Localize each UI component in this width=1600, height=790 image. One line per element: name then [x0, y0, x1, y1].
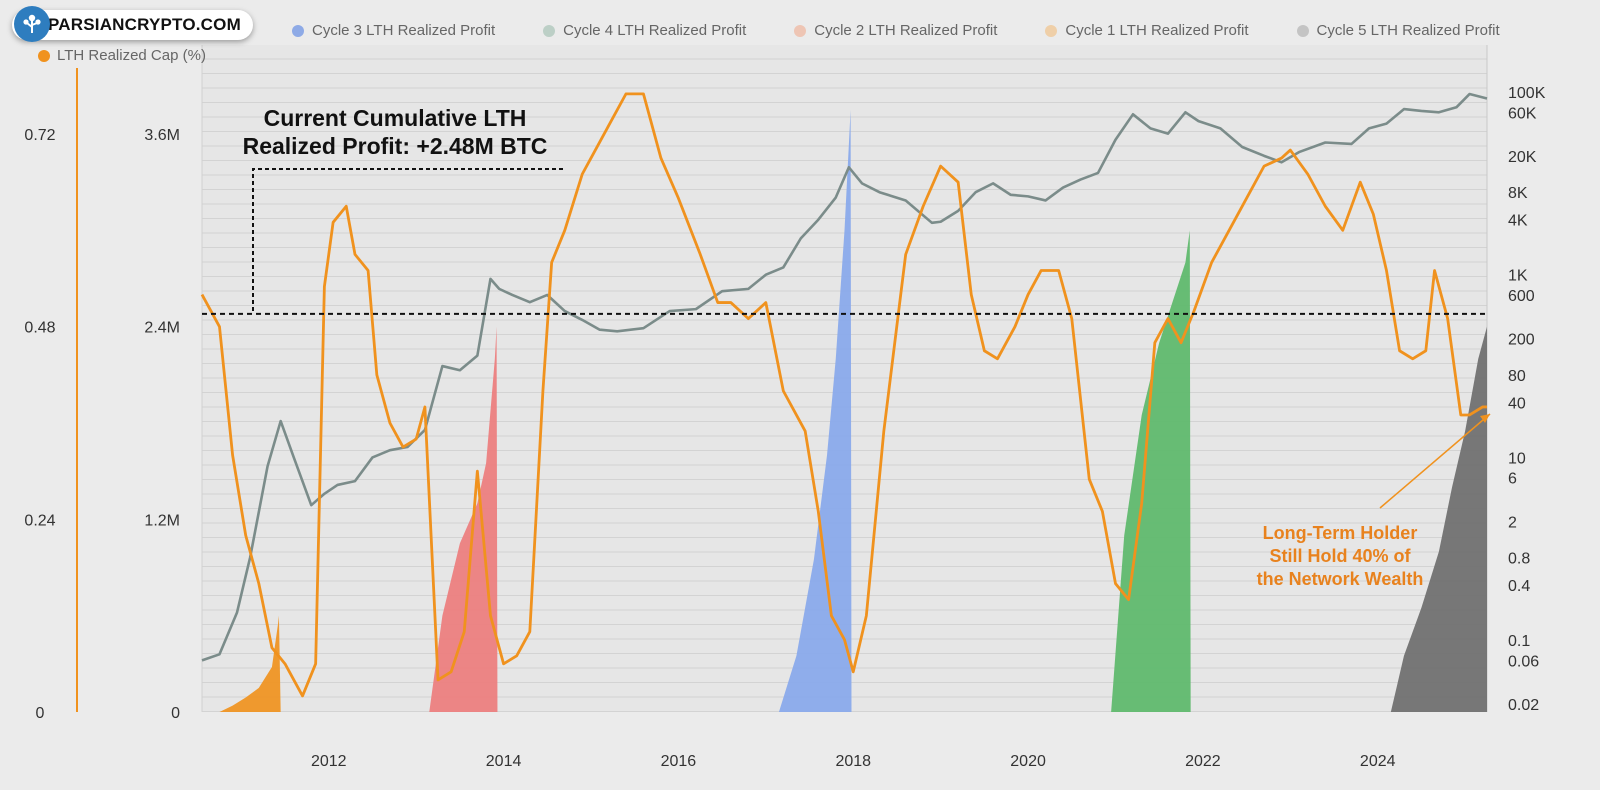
x-tick-year: 2024: [1360, 753, 1396, 770]
x-tick-year: 2018: [835, 753, 871, 770]
annotation-arrow: [1379, 413, 1491, 509]
y-tick-price: 200: [1508, 332, 1535, 349]
y-tick-price: 4K: [1508, 213, 1528, 230]
legend-item-realized-cap[interactable]: LTH Realized Cap (%): [38, 47, 206, 64]
area-cycle-5-lth-realized-profit: [1390, 326, 1487, 712]
y-tick-price: 0.8: [1508, 551, 1530, 568]
y-tick-cap: 0.24: [24, 512, 55, 529]
annotation-line: Current Cumulative LTH: [263, 105, 527, 131]
y-tick-price: 6: [1508, 471, 1517, 488]
legend: Cycle 3 LTH Realized Profit Cycle 4 LTH …: [292, 22, 1500, 39]
tree-icon: [14, 6, 50, 42]
y-tick-price: 0.02: [1508, 697, 1539, 714]
legend-item-cycle-3[interactable]: Cycle 3 LTH Realized Profit: [292, 22, 495, 39]
lth-wealth-annotation: Long-Term Holder Still Hold 40% of the N…: [1220, 522, 1460, 591]
arrow-head: [1480, 414, 1490, 423]
legend-item-cycle-5[interactable]: Cycle 5 LTH Realized Profit: [1296, 22, 1500, 39]
realized-cap-line: [200, 92, 1487, 698]
annotation-lines: [202, 168, 1491, 509]
x-tick-year: 2014: [486, 753, 522, 770]
y-tick-price: 80: [1508, 368, 1526, 385]
legend-item-cycle-1[interactable]: Cycle 1 LTH Realized Profit: [1045, 22, 1249, 39]
legend-swatch: [1296, 24, 1309, 37]
y-tick-price: 10: [1508, 450, 1526, 467]
annotation-line: Long-Term Holder: [1262, 523, 1418, 543]
legend-label: Cycle 4 LTH Realized Profit: [563, 22, 747, 39]
legend-label: Cycle 5 LTH Realized Profit: [1316, 22, 1500, 39]
y-tick-price: 100K: [1508, 85, 1546, 102]
x-tick-year: 2012: [311, 753, 347, 770]
y-tick-cap: 0: [36, 705, 45, 722]
axes: 0.72 0.48 0.24 0 3.6M 2.4M 1.2M 0 100K 60K 20K 8K 4K…: [24, 68, 1546, 770]
y-tick-price: 60K: [1508, 105, 1537, 122]
annotation-bracket: [252, 168, 563, 314]
series-lines: [200, 92, 1488, 698]
price-line: [201, 92, 1488, 662]
legend-swatch: [794, 24, 807, 37]
legend-label: Cycle 1 LTH Realized Profit: [1065, 22, 1249, 39]
legend-swatch: [38, 49, 50, 62]
y-tick-price: 0.06: [1508, 653, 1539, 670]
legend-label: LTH Realized Cap (%): [57, 47, 206, 64]
x-tick-year: 2022: [1185, 753, 1221, 770]
y-tick-price: 1K: [1508, 268, 1528, 285]
y-tick-price: 600: [1508, 288, 1535, 305]
y-tick-price: 20K: [1508, 149, 1537, 166]
legend-label: Cycle 3 LTH Realized Profit: [312, 22, 496, 39]
y-tick-price: 0.1: [1508, 633, 1530, 650]
x-tick-year: 2016: [661, 753, 697, 770]
y-tick-price: 40: [1508, 395, 1526, 412]
area-cycle-1-lth-realized-profit: [219, 615, 281, 712]
y-tick-profit: 0: [171, 705, 180, 722]
y-tick-price: 8K: [1508, 185, 1528, 202]
legend-swatch: [1045, 24, 1058, 37]
brand-badge: PARSIANCRYPTO.COM: [12, 6, 253, 42]
y-tick-profit: 3.6M: [144, 127, 180, 144]
annotation-line: Still Hold 40% of: [1269, 546, 1411, 566]
legend-swatch: [292, 24, 304, 37]
legend-item-cycle-2[interactable]: Cycle 2 LTH Realized Profit: [794, 22, 997, 39]
y-tick-price: 0.4: [1508, 578, 1530, 595]
annotation-line: Realized Profit: +2.48M BTC: [242, 133, 548, 159]
annotation-line: the Network Wealth: [1256, 569, 1424, 589]
y-tick-profit: 2.4M: [144, 320, 180, 337]
legend-item-cycle-4[interactable]: Cycle 4 LTH Realized Profit: [543, 22, 746, 39]
y-tick-cap: 0.72: [24, 127, 55, 144]
area-cycle-3-lth-realized-profit: [778, 109, 852, 712]
area-cycle-2-lth-realized-profit: [429, 326, 498, 712]
brand-name: PARSIANCRYPTO.COM: [48, 15, 241, 34]
y-tick-price: 2: [1508, 514, 1517, 531]
legend-swatch: [543, 24, 556, 37]
y-tick-profit: 1.2M: [144, 512, 180, 529]
cumulative-profit-annotation: Current Cumulative LTH Realized Profit: …: [225, 104, 565, 160]
legend-label: Cycle 2 LTH Realized Profit: [814, 22, 998, 39]
y-tick-cap: 0.48: [24, 320, 55, 337]
x-tick-year: 2020: [1010, 753, 1046, 770]
